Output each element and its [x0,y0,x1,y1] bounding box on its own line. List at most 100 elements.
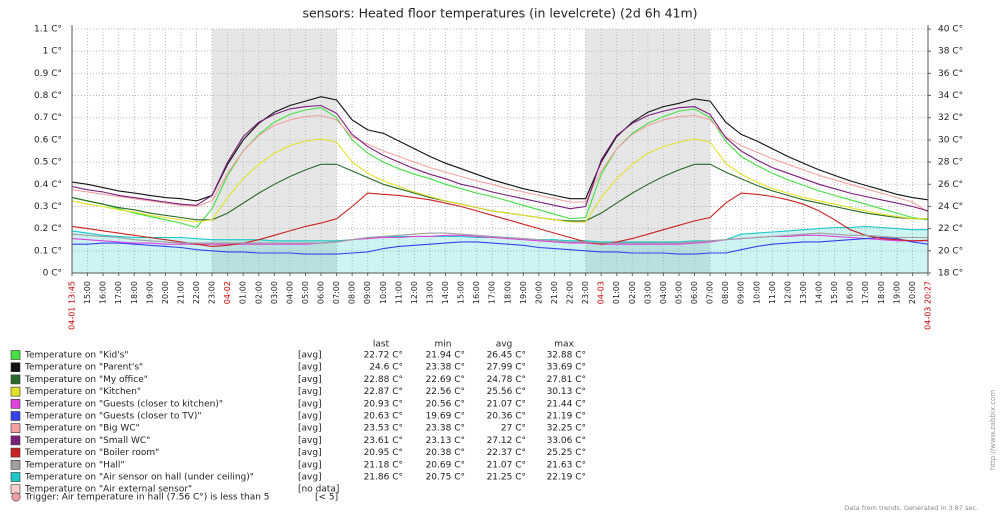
legend-stat: 20.56 C° [426,399,465,409]
legend-stat: 33.69 C° [547,363,586,373]
x-tick-label: 18:00 [877,281,886,304]
series-line [71,232,928,244]
x-tick-label: 08:00 [721,281,730,304]
legend-stat: 25.25 C° [547,448,586,458]
x-tick-label: 01:00 [239,281,248,304]
legend-stat: 20.69 C° [426,460,465,470]
x-tick-label: 07:00 [706,281,715,304]
legend-stat: 23.38 C° [426,363,465,373]
x-tick-label: 15:00 [830,281,839,304]
x-tick-label: 23:00 [581,281,590,304]
legend-function: [avg] [298,460,322,470]
legend-swatch [10,447,21,458]
y2-tick-label: 32 C° [938,113,963,123]
legend-label: Temperature on "Small WC" [24,436,150,446]
legend-stat: 22.88 C° [364,375,403,385]
legend-stat: 26.45 C° [487,351,526,361]
x-tick-label: 19:00 [145,281,154,304]
x-tick-label: 12:00 [410,281,419,304]
legend-label: Temperature on "Big WC" [24,424,140,434]
legend-header: min [435,340,452,350]
y-tick-label: 0.8 C° [34,91,62,101]
legend-swatch [10,472,21,482]
series-line [71,192,929,247]
y-tick-label: 1.1 C° [34,25,62,35]
legend-label: Temperature on "My office" [24,375,148,385]
legend-label: Temperature on "Kitchen" [24,387,141,397]
trigger-label: Trigger: Air temperature in hall (7.56 C… [24,493,270,503]
x-tick-label: 04-03 20:27 [924,281,933,330]
y2-tick-label: 24 C° [938,202,963,212]
x-tick-label: 04-01 13:45 [68,281,77,330]
x-tick-label: 12:00 [783,281,792,304]
legend-function: [avg] [298,412,322,422]
legend-stat: 21.94 C° [426,351,465,361]
legend-swatch [10,435,21,446]
legend-stat: 27.81 C° [547,375,586,385]
legend-label: Temperature on "Air sensor on hall (unde… [24,473,254,483]
x-tick-label: 04-02 [223,281,232,304]
x-tick-label: 15:00 [457,281,466,304]
legend-function: [avg] [298,399,322,409]
series-line [71,234,928,245]
legend-function: [avg] [298,375,322,385]
chart-title: sensors: Heated floor temperatures (in l… [302,6,697,21]
legend-stat: 32.88 C° [547,351,586,361]
legend-stat: 23.38 C° [426,424,465,434]
trigger-icon [11,492,21,502]
legend-stat: 21.07 C° [487,399,526,409]
x-tick-label: 20:00 [534,281,543,304]
series-area [72,226,928,273]
x-tick-label: 07:00 [332,281,341,304]
x-tick-label: 17:00 [488,281,497,304]
legend-swatch [10,398,21,409]
legend-function: [avg] [298,473,322,483]
series-line [71,114,929,213]
legend-label: Temperature on "Boiler room" [24,448,159,458]
legend-stat: 24.6 C° [369,363,403,373]
x-tick-label: 04:00 [659,281,668,304]
y-tick-label: 0.5 C° [34,158,62,168]
x-tick-label: 03:00 [643,281,652,304]
legend-stat: 21.18 C° [364,460,403,470]
legend-label: Temperature on "Guests (closer to TV)" [24,412,202,422]
y2-tick-label: 28 C° [938,158,963,168]
y2-tick-label: 22 C° [938,224,963,234]
legend-function: [avg] [298,448,322,458]
legend-function: [avg] [298,424,322,434]
x-tick-label: 04-03 [597,281,606,304]
legend-stat: 27.12 C° [487,436,526,446]
x-tick-label: 23:00 [208,281,217,304]
legend-stat: 22.56 C° [426,387,465,397]
legend-stat: 21.86 C° [364,473,403,483]
legend-stat: 24.78 C° [487,375,526,385]
x-tick-label: 03:00 [270,281,279,304]
x-tick-label: 19:00 [519,281,528,304]
series-line [72,236,929,255]
x-tick-label: 05:00 [301,281,310,304]
y-tick-label: 0.4 C° [34,180,62,190]
legend-swatch [10,484,21,495]
x-tick-label: 20:00 [908,281,917,304]
legend-header: max [554,340,574,350]
x-tick-label: 21:00 [176,281,185,304]
legend-stat: 20.95 C° [364,448,403,458]
y-tick-label: 0 C° [43,269,62,279]
y2-tick-label: 18 C° [938,269,963,279]
x-tick-label: 02:00 [254,281,263,304]
x-tick-label: 20:00 [161,281,170,304]
x-tick-label: 13:00 [425,281,434,304]
legend-swatch [10,386,21,397]
legend-function: [avg] [298,363,322,373]
x-tick-label: 08:00 [348,281,357,304]
series-line [71,107,929,229]
legend-stat: 21.07 C° [487,460,526,470]
legend-label: Temperature on "Parent's" [24,363,143,373]
legend-stat: 21.25 C° [487,473,526,483]
y-tick-label: 1 C° [43,47,62,57]
legend-stat: 22.69 C° [426,375,465,385]
legend-label: Temperature on "Air external sensor" [24,485,192,495]
legend-function: [avg] [298,387,322,397]
legend-function: [avg] [298,351,322,361]
legend-swatch [10,374,21,385]
